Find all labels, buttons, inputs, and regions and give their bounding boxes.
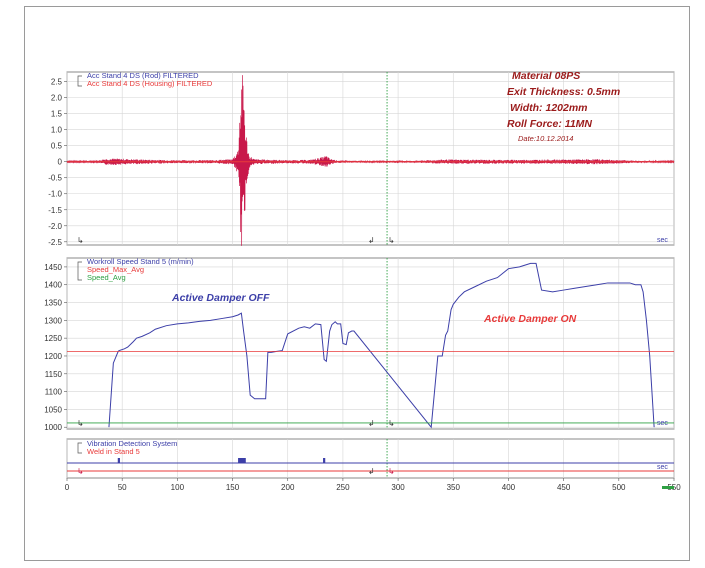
xtick-label-2: 100 [171, 483, 185, 492]
p3-marker-mid-left: ↲ [368, 467, 375, 476]
p3-legend-1: Weld in Stand 5 [87, 447, 140, 456]
ytick-label-p2-1: 1400 [44, 281, 62, 290]
info-date: Date:10.12.2014 [518, 134, 573, 143]
ytick-label-p2-8: 1050 [44, 405, 62, 414]
ytick-label-p2-5: 1200 [44, 352, 62, 361]
ytick-label-p1-6: -0.5 [48, 174, 62, 183]
p3-marker-left: ↳ [77, 467, 84, 476]
xtick-label-3: 150 [226, 483, 240, 492]
ytick-label-p2-3: 1300 [44, 316, 62, 325]
xtick-label-6: 300 [391, 483, 405, 492]
xtick-label-8: 400 [502, 483, 516, 492]
p3-legend-bracket [77, 442, 82, 454]
info-thickness: Exit Thickness: 0.5mm [507, 86, 620, 98]
xtick-label-7: 350 [447, 483, 461, 492]
ytick-label-p1-0: 2.5 [51, 78, 63, 87]
p1-legend-bracket [77, 75, 82, 87]
p2-marker-mid-left: ↲ [368, 419, 375, 428]
ytick-label-p2-2: 1350 [44, 299, 62, 308]
series-workroll-speed [108, 262, 655, 429]
xtick-label-5: 250 [336, 483, 350, 492]
ytick-label-p1-3: 1.0 [51, 126, 63, 135]
xtick-label-9: 450 [557, 483, 571, 492]
p3-green-corner [662, 486, 674, 489]
p1-sec-label: sec [657, 237, 668, 244]
panel2-plot [66, 257, 675, 430]
xtick-label-10: 500 [612, 483, 626, 492]
ytick-label-p1-4: 0.5 [51, 142, 63, 151]
ytick-label-p2-9: 1000 [44, 423, 62, 432]
detection-pulse-1 [238, 458, 246, 463]
ytick-label-p1-2: 1.5 [51, 110, 63, 119]
info-material: Material 08PS [512, 70, 580, 82]
xtick-label-1: 50 [118, 483, 127, 492]
detection-pulse-2 [323, 458, 326, 463]
annotation-damper-on: Active Damper ON [483, 313, 577, 325]
ytick-label-p2-4: 1250 [44, 334, 62, 343]
ytick-label-p2-7: 1100 [45, 388, 63, 397]
info-width: Width: 1202mm [510, 102, 588, 114]
p2-marker-left: ↳ [77, 419, 84, 428]
ytick-label-p2-0: 1450 [44, 263, 62, 272]
p2-marker-mid-right: ↳ [388, 419, 395, 428]
p1-legend-1: Acc Stand 4 DS (Housing) FILTERED [87, 79, 213, 88]
p1-marker-left: ↳ [77, 236, 84, 245]
xtick-label-0: 0 [65, 483, 70, 492]
ytick-label-p1-5: 0 [58, 158, 63, 167]
p2-legend-2: Speed_Avg [87, 273, 126, 282]
p1-legend-0: Acc Stand 4 DS (Rod) FILTERED [87, 71, 199, 80]
ytick-label-p1-8: -1.5 [48, 206, 62, 215]
p2-legend-0: Workroll Speed Stand 5 (m/min) [87, 257, 194, 266]
info-force: Roll Force: 11MN [507, 118, 592, 130]
p2-legend-1: Speed_Max_Avg [87, 265, 144, 274]
p3-marker-mid-right: ↳ [388, 467, 395, 476]
ytick-label-p1-9: -2.0 [48, 222, 62, 231]
p2-sec-label: sec [657, 420, 668, 427]
annotation-damper-off: Active Damper OFF [171, 292, 270, 304]
ytick-label-p1-7: -1.0 [48, 190, 62, 199]
panel1-plot [66, 71, 675, 246]
p1-marker-mid-right: ↳ [388, 236, 395, 245]
ytick-label-p2-6: 1150 [45, 370, 63, 379]
xtick-label-11: 550 [667, 483, 681, 492]
p3-sec-label: sec [657, 464, 668, 471]
p3-legend-0: Vibration Detection System [87, 439, 177, 448]
xtick-label-4: 200 [281, 483, 295, 492]
p2-legend-bracket [77, 261, 82, 281]
ytick-label-p1-1: 2.0 [51, 94, 63, 103]
detection-pulse-0 [117, 458, 120, 463]
ytick-label-p1-10: -2.5 [48, 238, 62, 247]
p1-marker-mid-left: ↲ [368, 236, 375, 245]
